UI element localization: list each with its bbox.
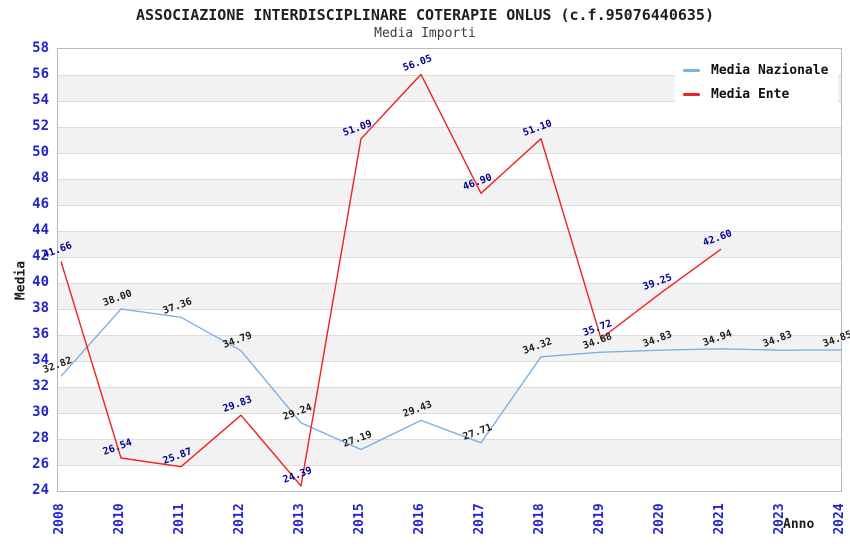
gridline bbox=[58, 179, 841, 180]
legend-item: Media Nazionale bbox=[683, 58, 828, 82]
y-tick-label: 46 bbox=[32, 196, 49, 212]
gridline bbox=[58, 387, 841, 388]
y-tick-label: 24 bbox=[32, 482, 49, 498]
y-tick-label: 52 bbox=[32, 118, 49, 134]
x-tick-label: 2008 bbox=[52, 503, 67, 535]
x-tick-label: 2016 bbox=[412, 503, 427, 535]
gridline bbox=[58, 335, 841, 336]
y-tick-label: 48 bbox=[32, 170, 49, 186]
y-tick-label: 34 bbox=[32, 352, 49, 368]
y-tick-label: 56 bbox=[32, 66, 49, 82]
gridline bbox=[58, 283, 841, 284]
legend-swatch-icon bbox=[683, 92, 700, 96]
gridline bbox=[58, 127, 841, 128]
gridline bbox=[58, 153, 841, 154]
y-tick-label: 40 bbox=[32, 274, 49, 290]
legend-swatch-icon bbox=[683, 68, 700, 72]
y-tick-label: 26 bbox=[32, 456, 49, 472]
x-tick-label: 2017 bbox=[472, 503, 487, 535]
y-tick-label: 36 bbox=[32, 326, 49, 342]
y-tick-label: 38 bbox=[32, 300, 49, 316]
legend-label: Media Nazionale bbox=[711, 62, 829, 78]
gridline bbox=[58, 309, 841, 310]
y-tick-label: 32 bbox=[32, 378, 49, 394]
x-tick-label: 2020 bbox=[652, 503, 667, 535]
legend-item: Media Ente bbox=[683, 82, 828, 106]
x-tick-label: 2018 bbox=[532, 503, 547, 535]
y-tick-label: 42 bbox=[32, 248, 49, 264]
plot-band bbox=[58, 413, 841, 439]
gridline bbox=[58, 231, 841, 232]
plot-band bbox=[58, 361, 841, 387]
series-line-media-ente bbox=[60, 73, 722, 487]
gridline bbox=[58, 101, 841, 102]
plot-band bbox=[58, 335, 841, 361]
gridline bbox=[58, 205, 841, 206]
x-tick-label: 2011 bbox=[172, 503, 187, 535]
gridline bbox=[58, 439, 841, 440]
gridline bbox=[58, 257, 841, 258]
gridline bbox=[58, 361, 841, 362]
x-tick-label: 2015 bbox=[352, 503, 367, 535]
chart-title: ASSOCIAZIONE INTERDISCIPLINARE COTERAPIE… bbox=[136, 6, 714, 24]
plot-band bbox=[58, 179, 841, 205]
plot-band bbox=[58, 231, 841, 257]
y-tick-label: 54 bbox=[32, 92, 49, 108]
series-line-media-nazionale bbox=[60, 308, 842, 451]
y-tick-label: 44 bbox=[32, 222, 49, 238]
x-tick-label: 2012 bbox=[232, 503, 247, 535]
x-tick-label: 2010 bbox=[112, 503, 127, 535]
x-tick-label: 2024 bbox=[832, 503, 847, 535]
x-tick-label: 2019 bbox=[592, 503, 607, 535]
legend-label: Media Ente bbox=[711, 86, 790, 102]
x-tick-label: 2021 bbox=[712, 503, 727, 535]
gridline bbox=[58, 413, 841, 414]
y-tick-label: 28 bbox=[32, 430, 49, 446]
series-lines bbox=[60, 73, 842, 487]
plot-band bbox=[58, 153, 841, 179]
plot-band bbox=[58, 465, 841, 491]
legend: Media Nazionale Media Ente bbox=[675, 50, 839, 114]
plot-band bbox=[58, 283, 841, 309]
gridline bbox=[58, 465, 841, 466]
x-tick-label: 2013 bbox=[292, 503, 307, 535]
plot-area bbox=[57, 48, 842, 492]
x-axis-title: Anno bbox=[783, 517, 815, 532]
plot-band bbox=[58, 205, 841, 231]
y-tick-label: 30 bbox=[32, 404, 49, 420]
plot-band bbox=[58, 387, 841, 413]
y-tick-label: 58 bbox=[32, 40, 49, 56]
chart-subtitle: Media Importi bbox=[374, 26, 476, 41]
gridline bbox=[58, 75, 841, 76]
plot-band bbox=[58, 257, 841, 283]
y-tick-label: 50 bbox=[32, 144, 49, 160]
